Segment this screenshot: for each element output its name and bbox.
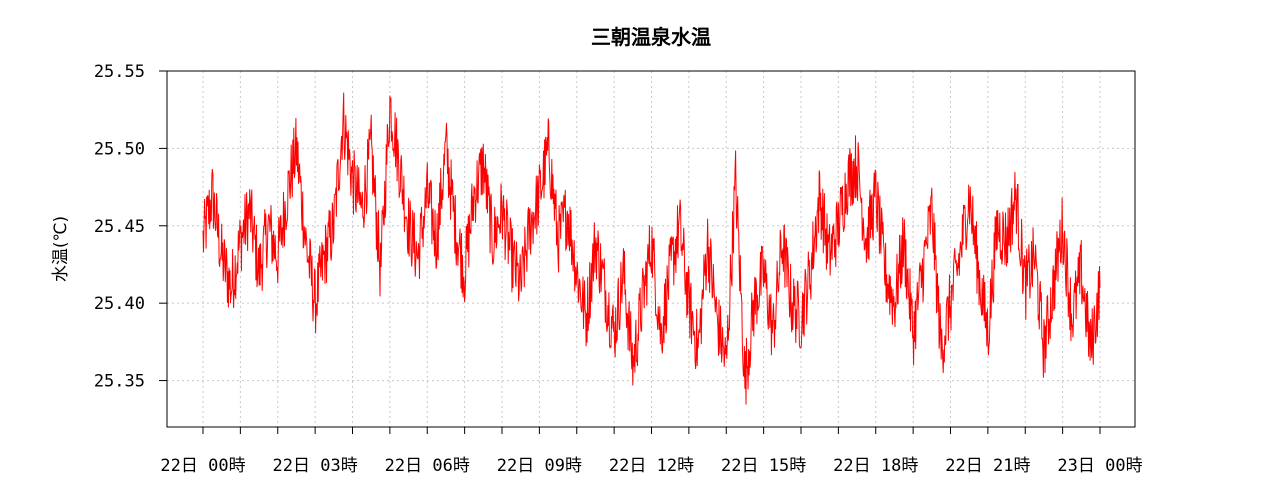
y-tick-label: 25.50 — [94, 139, 145, 159]
series-layer — [202, 92, 1101, 405]
series-line — [202, 92, 1101, 405]
x-tick-label: 23日 00時 — [1057, 456, 1142, 476]
x-tick-label: 22日 15時 — [721, 456, 806, 476]
x-tick-label: 22日 21時 — [945, 456, 1030, 476]
x-axis: 22日 00時 22日 03時 22日 06時 22日 09時 22日 12時 22日 1… — [160, 427, 1143, 476]
x-tick-label: 22日 12時 — [609, 456, 694, 476]
y-axis: 25.35 25.40 25.45 25.50 25.55 — [94, 62, 167, 392]
y-tick-label: 25.35 — [94, 372, 145, 392]
y-axis-label: 水温(℃) — [51, 216, 71, 282]
plot-frame — [166, 70, 1136, 428]
x-tick-label: 22日 03時 — [273, 456, 358, 476]
y-tick-label: 25.55 — [94, 62, 145, 82]
chart-title: 三朝温泉水温 — [591, 25, 711, 49]
x-tick-label: 22日 06時 — [385, 456, 470, 476]
y-tick-label: 25.40 — [94, 294, 145, 314]
x-tick-label: 22日 18時 — [833, 456, 918, 476]
grid-layer — [167, 70, 1135, 427]
y-tick-label: 25.45 — [94, 217, 145, 237]
x-tick-label: 22日 09時 — [497, 456, 582, 476]
x-tick-label: 22日 00時 — [160, 456, 245, 476]
